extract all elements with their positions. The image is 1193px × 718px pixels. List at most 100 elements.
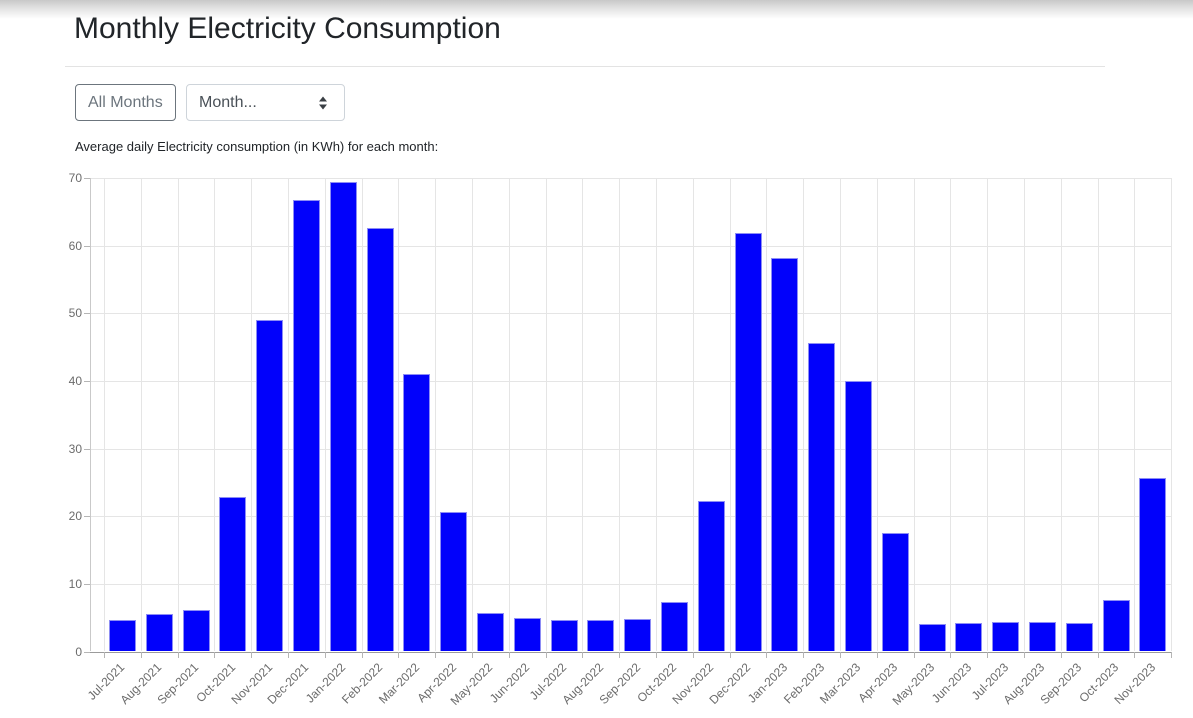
x-axis-tick (656, 651, 657, 658)
y-axis-label: 70 (68, 171, 82, 186)
x-axis-tick (913, 651, 915, 658)
x-axis-tick (140, 651, 142, 658)
bar-oct-2023[interactable] (1102, 600, 1130, 652)
x-axis-label: Jun-2023 (928, 659, 974, 706)
x-grid-line (1097, 178, 1099, 652)
x-grid-line (803, 178, 805, 652)
month-select-value: Month... (199, 93, 257, 111)
x-axis-tick (619, 651, 621, 658)
all-months-button[interactable]: All Months (75, 84, 176, 121)
y-axis-label: 40 (68, 374, 82, 389)
month-select[interactable]: Month... (186, 84, 345, 121)
bar-mar-2023[interactable] (844, 381, 872, 652)
y-axis-tick (84, 245, 90, 247)
y-axis-line (90, 178, 91, 652)
bar-dec-2022[interactable] (734, 232, 762, 652)
x-axis-tick (177, 651, 179, 658)
bar-jul-2023[interactable] (992, 621, 1020, 652)
x-axis-tick (1134, 651, 1136, 658)
bar-dec-2021[interactable] (292, 199, 320, 652)
x-axis-tick (840, 651, 841, 658)
bar-sep-2022[interactable] (624, 619, 652, 652)
x-axis-tick (251, 651, 253, 658)
x-axis-tick (361, 651, 363, 658)
bar-jan-2022[interactable] (329, 181, 357, 652)
x-axis-line (90, 651, 1172, 653)
bar-aug-2023[interactable] (1028, 622, 1056, 652)
bar-aug-2022[interactable] (587, 620, 615, 652)
x-grid-line (582, 178, 584, 652)
x-grid-line (766, 178, 768, 652)
x-grid-line (840, 178, 841, 652)
x-axis-tick (104, 651, 105, 658)
x-grid-line (950, 178, 952, 652)
y-axis-label: 50 (68, 306, 82, 321)
x-axis-tick (692, 651, 694, 658)
x-grid-line (692, 178, 694, 652)
bar-jan-2023[interactable] (771, 257, 799, 652)
y-grid-line (90, 516, 1172, 518)
bar-apr-2023[interactable] (881, 533, 909, 652)
x-grid-line (508, 178, 510, 652)
x-grid-line (104, 178, 105, 652)
bar-feb-2022[interactable] (366, 227, 394, 652)
bar-jun-2022[interactable] (513, 618, 541, 652)
y-grid-line (90, 313, 1172, 315)
x-grid-line (177, 178, 179, 652)
x-grid-line (987, 178, 989, 652)
x-grid-line (1060, 178, 1062, 652)
y-grid-line (90, 448, 1172, 450)
bar-sep-2021[interactable] (182, 609, 210, 652)
bar-jun-2023[interactable] (955, 623, 983, 652)
bar-may-2022[interactable] (476, 612, 504, 652)
x-grid-line (619, 178, 621, 652)
y-axis-tick (84, 313, 90, 315)
x-axis-tick (398, 651, 400, 658)
bar-jul-2022[interactable] (550, 620, 578, 652)
bar-oct-2022[interactable] (660, 602, 688, 652)
x-axis-tick (766, 651, 768, 658)
y-axis-label: 0 (75, 644, 82, 659)
x-grid-line (1134, 178, 1136, 652)
x-grid-line (251, 178, 253, 652)
y-axis-tick (84, 448, 90, 450)
bar-sep-2023[interactable] (1065, 623, 1093, 652)
y-axis-tick (84, 178, 90, 180)
y-axis-tick (84, 651, 90, 653)
x-grid-line (140, 178, 142, 652)
up-down-arrows-icon (319, 96, 327, 109)
bar-feb-2023[interactable] (808, 343, 836, 652)
x-axis-tick (508, 651, 510, 658)
divider (65, 66, 1105, 67)
y-grid-line (90, 245, 1172, 247)
x-grid-line (876, 178, 878, 652)
x-grid-line (288, 178, 289, 652)
page-title: Monthly Electricity Consumption (74, 12, 501, 45)
x-axis-tick (288, 651, 289, 658)
bar-aug-2021[interactable] (145, 614, 173, 652)
x-grid-line (324, 178, 326, 652)
x-axis-tick (1097, 651, 1099, 658)
x-axis-tick (876, 651, 878, 658)
x-axis-tick (435, 651, 437, 658)
x-axis-tick (214, 651, 216, 658)
bar-jul-2021[interactable] (108, 619, 136, 652)
bar-apr-2022[interactable] (440, 512, 468, 652)
bar-nov-2023[interactable] (1139, 478, 1167, 652)
bar-nov-2022[interactable] (697, 501, 725, 652)
x-axis-tick (729, 651, 731, 658)
x-grid-line (1171, 178, 1173, 652)
bar-mar-2022[interactable] (403, 373, 431, 652)
bar-oct-2021[interactable] (219, 497, 247, 652)
x-grid-line (1024, 178, 1025, 652)
x-axis-tick (1024, 651, 1025, 658)
x-axis-tick (1060, 651, 1062, 658)
y-axis-label: 60 (68, 238, 82, 253)
x-grid-line (361, 178, 363, 652)
x-grid-line (913, 178, 915, 652)
y-axis-tick (84, 516, 90, 518)
x-axis-tick (950, 651, 952, 658)
bar-may-2023[interactable] (918, 623, 946, 652)
bar-nov-2021[interactable] (256, 320, 284, 652)
x-grid-line (214, 178, 216, 652)
